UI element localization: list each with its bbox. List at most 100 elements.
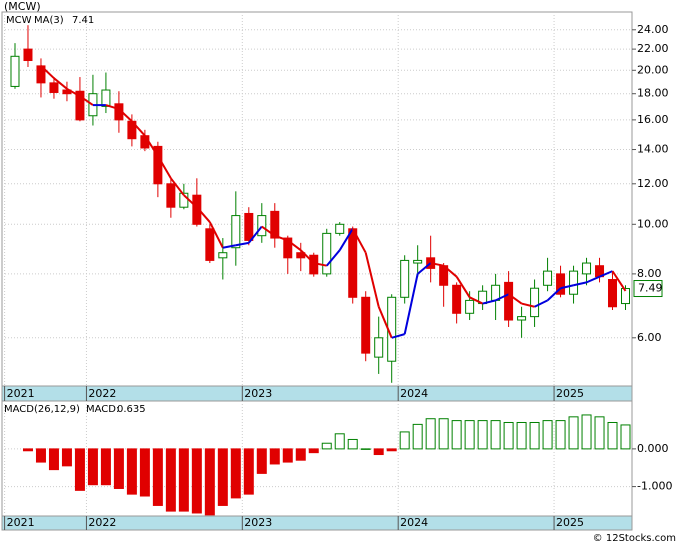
candle-body [400,259,410,298]
macd-bar [607,421,618,450]
macd-title: MACD(26,12,9) [4,404,80,415]
ma-line [351,228,367,254]
ma-line [521,302,535,308]
candle-body [361,296,371,354]
ma-line [364,252,380,307]
ma-line [417,262,432,275]
macd-value: 0.635 [117,404,146,415]
y-tick-label: 14.00 [637,143,669,156]
y-tick-label: 16.00 [637,113,669,126]
x-tick-label: 2023 [244,516,272,529]
macd-bar [386,448,397,452]
ma-line [287,239,302,251]
ma-line [274,234,289,242]
macd-bar [438,418,449,450]
ma-line [131,120,146,137]
ma-line [508,293,523,305]
macd-bar [22,448,33,452]
macd-bar [464,420,475,450]
macd-bar [139,448,150,497]
macd-bar [35,448,46,463]
macd-bar [529,421,540,450]
macd-bar [399,431,410,450]
ma-line [482,299,496,305]
macd-bar [269,448,280,465]
macd-bar [477,420,488,450]
date-strip [1,515,633,531]
ma-line [66,87,81,98]
ma-line [469,296,484,305]
macd-bar [165,448,176,512]
ma-line [611,270,627,292]
candle-body [348,228,358,298]
candle-body [322,232,332,275]
ma-line [560,284,574,290]
y-tick-label: 20.00 [637,63,669,76]
candle-body [192,194,202,225]
macd-bar [555,420,566,450]
candle-body [452,284,462,314]
macd-bar [113,448,124,489]
macd-bar [542,420,553,450]
ticker-label: MCW [6,15,32,26]
macd-bar [256,448,267,474]
candle-body [413,259,423,264]
ma-line [534,299,549,308]
chart-title: (MCW) [4,0,41,13]
macd-bar [334,433,345,450]
macd-bar [295,448,306,461]
ma-line [430,262,444,267]
ma-line [144,135,159,157]
macd-bar [581,414,592,450]
macd-bar [230,448,241,499]
ma-line [208,221,224,249]
macd-bar [74,448,85,491]
ma-line [40,65,55,79]
macd-bar [178,448,189,512]
candle-body [374,337,384,358]
x-tick-label: 2025 [556,387,584,400]
y-tick-label: 24.00 [637,23,669,36]
macd-bar [61,448,72,467]
candle-body [465,299,475,314]
ma-value: 7.41 [72,15,94,26]
ma-line [338,228,354,251]
ma-line [170,177,185,196]
candle-body [530,287,540,318]
macd-bar [204,448,215,516]
x-tick-label: 2024 [400,516,428,529]
ma-line [325,249,341,267]
candle-body [231,215,241,249]
ma-line [391,333,405,339]
macd-bar [360,448,371,450]
candle-body [504,281,514,321]
candle-body [23,48,33,62]
ma-line [573,281,587,287]
candle-body [270,210,280,239]
macd-bar [347,438,358,450]
macd-bar [620,424,631,450]
y-tick-label: 8.00 [637,267,662,280]
candle-body [205,228,215,261]
ma-line [377,306,393,339]
macd-bar [191,448,202,514]
price-label: 7.49 [638,282,663,295]
macd-bar [100,448,111,486]
ma-line [118,108,133,122]
candle-body [543,270,553,286]
ma-line [105,104,120,110]
y-tick-label: -1.000 [637,480,672,493]
ma-line [79,95,94,106]
candle-body [10,55,20,87]
x-tick-label: 2025 [556,516,584,529]
candle-body [218,252,228,259]
macd-bar [321,442,332,450]
candle-body [75,90,85,121]
ma-line [53,77,68,90]
ma-line [222,244,237,249]
ma-line [300,249,315,264]
macd-bar [516,421,527,450]
footer: © 12Stocks.com [593,533,676,544]
